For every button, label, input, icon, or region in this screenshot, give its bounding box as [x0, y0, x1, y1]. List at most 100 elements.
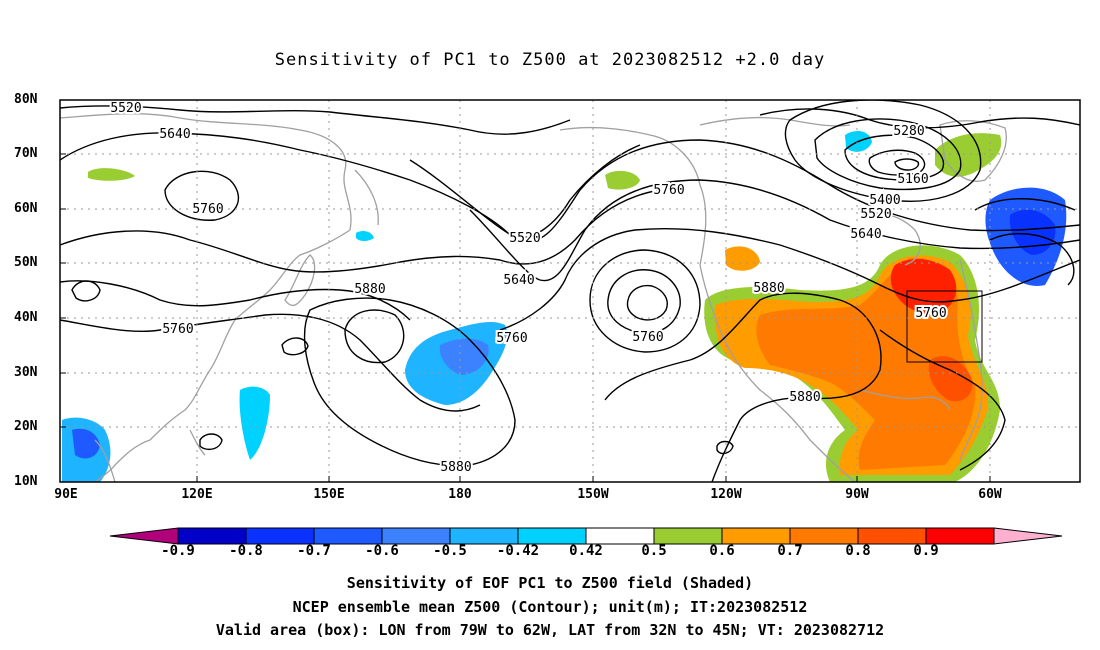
contour-5880-west — [60, 280, 411, 321]
colorbar-segment — [993, 527, 1063, 545]
colorbar-segment — [653, 527, 723, 545]
shade-green-greenland — [935, 133, 1002, 177]
z500-contours — [60, 100, 1080, 482]
lat-label: 30N — [14, 365, 38, 380]
colorbar-segment — [245, 527, 315, 545]
contour-label: 5520 — [509, 231, 540, 246]
contour-small-low2 — [281, 337, 309, 356]
colorbar-segment — [857, 527, 927, 545]
lat-label: 50N — [14, 255, 38, 270]
coast-gulf — [859, 389, 951, 411]
contour-label: 5400 — [869, 193, 900, 208]
contour-small-low — [71, 280, 101, 302]
contour-low-greenland-3 — [844, 134, 945, 181]
map-frame — [59, 99, 1081, 483]
colorbar-label: 0.5 — [641, 543, 667, 559]
colorbar-label: -0.6 — [365, 543, 399, 559]
contour-5880-east2 — [879, 329, 1006, 471]
lon-label: 150E — [313, 487, 345, 502]
contour-label: 5760 — [496, 331, 527, 346]
lat-label: 40N — [14, 310, 38, 325]
shade-red-east — [928, 356, 973, 402]
contour-label: 5760 — [192, 202, 223, 217]
grid-lines — [60, 100, 1080, 482]
colorbar — [109, 527, 1063, 545]
coast-hudson — [859, 212, 921, 266]
contour-low-pacific-core — [626, 284, 668, 321]
contour-low-greenland-5 — [894, 158, 920, 171]
colorbar-label: -0.7 — [297, 543, 331, 559]
lon-label: 120E — [181, 487, 213, 502]
lon-label: 90W — [845, 487, 869, 502]
shade-blue-tropics-core — [72, 428, 100, 459]
contour-5520-north — [60, 105, 571, 135]
contour-ring-east2 — [974, 198, 1076, 211]
contour-5880-high — [344, 309, 405, 364]
lon-label: 180 — [448, 487, 472, 502]
coast-alaska — [559, 126, 707, 266]
contour-low-pacific-outer — [589, 249, 701, 353]
lat-label: 60N — [14, 201, 38, 216]
colorbar-label: 0.6 — [709, 543, 735, 559]
lat-label: 70N — [14, 146, 38, 161]
colorbar-label: -0.42 — [496, 543, 540, 559]
map-plot-area: 5520 5640 5760 5280 5160 5400 5520 5640 … — [60, 100, 1080, 482]
colorbar-segment — [177, 527, 247, 545]
shade-cyan-small — [239, 386, 270, 460]
contour-low-greenland-1 — [784, 100, 982, 202]
colorbar-segment — [449, 527, 519, 545]
contour-5640-north — [60, 132, 641, 239]
contour-label: 5760 — [653, 183, 684, 198]
colorbar-label: 0.7 — [777, 543, 803, 559]
contour-label: 5520 — [860, 207, 891, 222]
contour-label: 5760 — [162, 322, 193, 337]
lon-label: 90E — [54, 487, 78, 502]
colorbar-segment — [313, 527, 383, 545]
contour-low-pacific-inner — [607, 269, 681, 334]
colorbar-segment — [721, 527, 791, 545]
coast-asia-north — [60, 113, 352, 231]
contour-label: 5160 — [897, 172, 928, 187]
contour-ring-east — [989, 232, 1075, 286]
lon-label: 120W — [710, 487, 742, 502]
contour-label: 5760 — [632, 330, 663, 345]
caption-line-1: Sensitivity of EOF PC1 to Z500 field (Sh… — [346, 574, 754, 592]
contour-label: 5280 — [893, 124, 924, 139]
colorbar-label: 0.8 — [845, 543, 871, 559]
contour-labels: 5520 5640 5760 5280 5160 5400 5520 5640 … — [108, 100, 948, 477]
caption-line-3: Valid area (box): LON from 79W to 62W, L… — [215, 621, 885, 639]
shade-cyan-small2 — [356, 230, 374, 241]
contour-low-greenland-2 — [814, 118, 962, 191]
colorbar-label: -0.5 — [433, 543, 467, 559]
shade-blue-atlantic-core — [1009, 209, 1056, 255]
caption-line-2: NCEP ensemble mean Z500 (Contour); unit(… — [292, 598, 808, 616]
contour-label: 5880 — [440, 460, 471, 475]
colorbar-segment — [925, 527, 995, 545]
contour-5640-mid — [469, 179, 1080, 282]
contour-5520-mid — [409, 139, 1080, 243]
coast-greenland — [939, 120, 1007, 182]
colorbar-segment — [585, 527, 655, 545]
lat-label: 20N — [14, 419, 38, 434]
chart-title: Sensitivity of PC1 to Z500 at 2023082512… — [274, 50, 826, 70]
coast-asia-east — [94, 229, 351, 482]
colorbar-label: 0.9 — [913, 543, 939, 559]
shade-green-alaska — [605, 170, 640, 190]
contour-small-low4 — [716, 440, 734, 455]
lon-label: 60W — [978, 487, 1002, 502]
contour-5880-east — [604, 292, 882, 482]
contour-5880-trop — [303, 297, 516, 467]
contour-label: 5640 — [850, 227, 881, 242]
colorbar-label: 0.42 — [569, 543, 603, 559]
coast-indochina — [94, 439, 116, 482]
lon-label: 150W — [577, 487, 609, 502]
coast-arctic — [699, 116, 851, 127]
coast-kamchatka — [354, 169, 379, 226]
contour-label: 5880 — [753, 281, 784, 296]
contour-label: 5640 — [503, 273, 534, 288]
colorbar-label: -0.9 — [161, 543, 195, 559]
contour-5760-mid — [499, 228, 1080, 331]
colorbar-segment — [789, 527, 859, 545]
valid-area-box — [906, 290, 983, 363]
contour-label: 5760 — [915, 306, 946, 321]
